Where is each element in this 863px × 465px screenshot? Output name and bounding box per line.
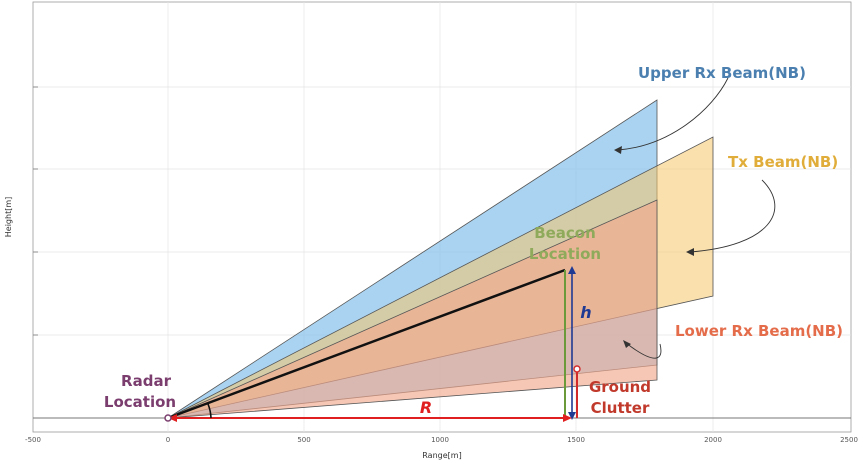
h-arrow-head-top — [568, 266, 576, 274]
x-tick-label: 1500 — [567, 436, 585, 444]
h-label: h — [580, 303, 591, 322]
upper-rx-pointer — [617, 77, 729, 151]
x-tick-label: -500 — [25, 436, 41, 444]
ground-label-line1: Ground — [589, 378, 651, 396]
r-arrow-head-left — [168, 414, 177, 422]
beacon-sight-line — [167, 268, 566, 420]
lower-rx-label: Lower Rx Beam(NB) — [675, 322, 843, 340]
y-axis-title: Height[m] — [4, 197, 13, 237]
beacon-label-line1: Beacon — [534, 224, 596, 242]
lower-rx-pointer-head — [623, 340, 631, 348]
x-axis-title: Range[m] — [422, 451, 461, 460]
x-tick-label: 1000 — [431, 436, 449, 444]
r-arrow-head-right — [563, 414, 572, 422]
ground-label-line2: Clutter — [591, 399, 650, 417]
beacon-label-line2: Location — [529, 245, 601, 263]
lower-rx-pointer — [625, 342, 662, 359]
x-tick-label: 2500 — [840, 436, 858, 444]
lower-rx-beam — [167, 199, 658, 419]
r-label: R — [420, 398, 432, 417]
radar-label-line1: Radar — [121, 372, 172, 390]
radar-marker — [164, 414, 172, 422]
radar-label-line2: Location — [104, 393, 176, 411]
tx-label: Tx Beam(NB) — [728, 153, 838, 171]
x-tick-label: 0 — [166, 436, 170, 444]
tx-pointer — [689, 179, 776, 253]
upper-rx-pointer-head — [614, 146, 622, 154]
x-tick-label: 2000 — [704, 436, 722, 444]
h-arrow-head-bottom — [568, 412, 576, 420]
angle-arc — [207, 403, 212, 419]
tx-pointer-head — [686, 248, 694, 256]
upper-rx-label: Upper Rx Beam(NB) — [638, 64, 806, 82]
x-tick-label: 500 — [297, 436, 310, 444]
ground-clutter-marker — [573, 365, 581, 373]
